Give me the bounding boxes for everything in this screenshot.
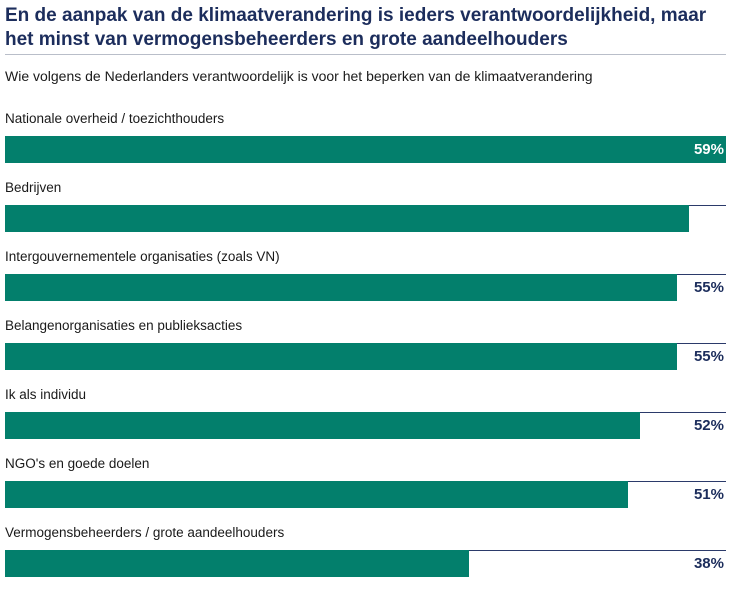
value-label: 55% [693, 279, 724, 296]
bar-row: Ik als individu 52% [0, 386, 732, 454]
category-label: Belangenorganisaties en publieksacties [5, 318, 243, 333]
bar-row: Nationale overheid / toezichthouders 59% [0, 110, 732, 178]
title-divider [5, 54, 726, 55]
bar [5, 481, 628, 508]
bar [5, 205, 689, 232]
value-label: 56% [693, 210, 724, 227]
category-label: NGO's en goede doelen [5, 456, 150, 471]
category-label: Vermogensbeheerders / grote aandeelhoude… [5, 525, 285, 540]
bar [5, 412, 640, 439]
bar-row: NGO's en goede doelen 51% [0, 455, 732, 523]
value-label: 52% [693, 417, 724, 434]
bar [5, 136, 726, 163]
category-label: Intergouvernementele organisaties (zoals… [5, 249, 280, 264]
chart-subtitle: Wie volgens de Nederlanders verantwoorde… [5, 68, 593, 84]
bar-row: Belangenorganisaties en publieksacties 55… [0, 317, 732, 385]
bar-row: Vermogensbeheerders / grote aandeelhoude… [0, 524, 732, 592]
value-label: 55% [693, 348, 724, 365]
bar-row: Intergouvernementele organisaties (zoals… [0, 248, 732, 316]
bar-row: Bedrijven 56% [0, 179, 732, 247]
category-label: Nationale overheid / toezichthouders [5, 111, 225, 126]
bar [5, 274, 677, 301]
value-label: 38% [693, 555, 724, 572]
value-label: 59% [693, 141, 724, 158]
value-label: 51% [693, 486, 724, 503]
chart-title: En de aanpak van de klimaatverandering i… [5, 5, 707, 50]
category-label: Bedrijven [5, 180, 62, 195]
bar [5, 550, 469, 577]
category-label: Ik als individu [5, 387, 87, 402]
bar [5, 343, 677, 370]
